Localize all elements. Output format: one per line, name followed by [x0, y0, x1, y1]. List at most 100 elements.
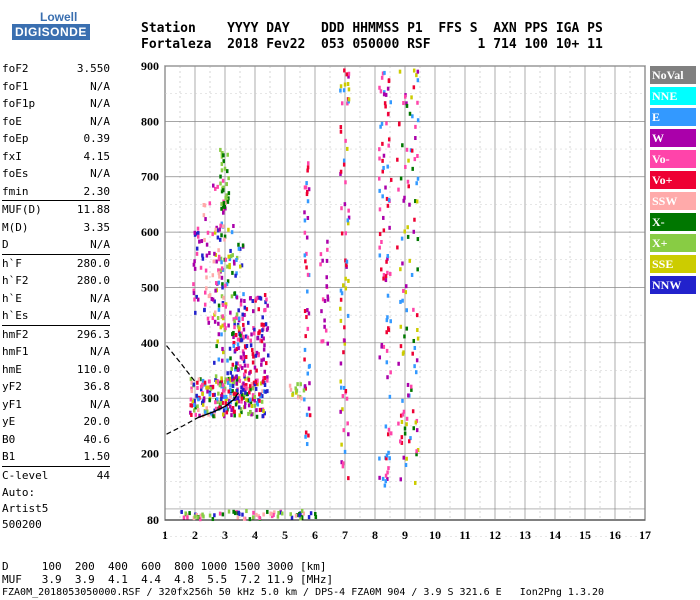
echo-point [305, 181, 308, 186]
echo-point [241, 349, 245, 354]
echo-point [266, 389, 269, 394]
echo-point [224, 302, 228, 307]
echo-point [251, 397, 255, 402]
echo-point [226, 279, 230, 284]
echo-point [198, 239, 201, 244]
echo-point [205, 275, 208, 280]
echo-point [229, 376, 232, 381]
footer-muf-row: MUF 3.9 3.9 4.1 4.4 4.8 5.5 7.2 11.9 [MH… [2, 573, 334, 586]
echo-point [399, 439, 402, 444]
echo-point [261, 414, 265, 419]
echo-point [221, 285, 224, 290]
echo-point [213, 319, 217, 324]
echo-point [260, 362, 263, 367]
echo-point [193, 514, 197, 519]
echo-point [343, 449, 347, 454]
echo-point [307, 311, 311, 316]
echo-point [213, 230, 217, 235]
echo-point [243, 404, 247, 409]
echo-point [192, 382, 196, 387]
echo-point [404, 284, 408, 289]
echo-point [389, 431, 393, 436]
echo-point [415, 449, 418, 454]
echo-point [416, 267, 419, 272]
legend-item: Vo- [650, 150, 696, 168]
echo-point [204, 217, 207, 222]
echo-point [194, 310, 197, 315]
echo-point [193, 230, 197, 235]
echo-point [244, 369, 247, 374]
echo-point [385, 259, 388, 264]
echo-point [386, 256, 389, 261]
echo-point [251, 352, 255, 357]
echo-point [229, 254, 233, 259]
echo-point [220, 266, 224, 271]
x-tick-label: 6 [312, 528, 318, 542]
echo-point [241, 316, 244, 321]
echo-point [259, 338, 262, 343]
echo-point [266, 326, 270, 331]
echo-point [403, 334, 406, 339]
echo-point [240, 399, 243, 404]
echo-point [221, 314, 224, 319]
param-row: h`F 280.0 [2, 253, 110, 273]
param-name: B1 [2, 450, 16, 463]
echo-point [251, 515, 255, 520]
echo-point [235, 312, 239, 317]
echo-point [415, 313, 419, 318]
echo-point [202, 514, 205, 519]
echo-point [217, 254, 221, 259]
echo-point [217, 321, 220, 326]
echo-point [416, 176, 420, 181]
echo-point [416, 327, 419, 332]
echo-point [258, 408, 262, 413]
echo-point [220, 376, 223, 381]
echo-point [233, 348, 237, 353]
echo-point [224, 326, 227, 331]
echo-point [218, 274, 221, 279]
echo-point [250, 382, 254, 387]
echo-point [378, 207, 382, 212]
echo-point [232, 380, 236, 385]
echo-point [258, 295, 262, 300]
echo-point [264, 307, 267, 312]
echo-point [343, 341, 347, 346]
echo-point [325, 275, 328, 280]
echo-point [406, 179, 410, 184]
echo-point [265, 297, 268, 302]
echo-point [201, 391, 204, 396]
echo-point [221, 188, 225, 193]
echo-point [235, 388, 239, 393]
echo-point [242, 327, 246, 332]
x-tick-label: 16 [609, 528, 621, 542]
echo-point [288, 383, 292, 388]
echo-point [227, 389, 231, 394]
echo-point [398, 69, 402, 74]
param-value: N/A [90, 114, 110, 128]
echo-point [378, 355, 382, 360]
echo-point [385, 360, 389, 365]
echo-point [202, 213, 206, 218]
echo-point [217, 391, 220, 396]
echo-point [237, 316, 241, 321]
legend-item: SSW [650, 192, 696, 210]
echo-point [228, 404, 232, 409]
echo-point [416, 447, 420, 452]
param-name: hmE [2, 362, 22, 376]
echo-point [238, 393, 241, 398]
echo-point [382, 228, 386, 233]
echo-point [240, 338, 243, 343]
echo-point [305, 412, 309, 417]
echo-point [388, 394, 392, 399]
echo-point [223, 234, 227, 239]
echo-point [339, 84, 343, 89]
param-row: h`E N/A [2, 290, 110, 308]
echo-point [323, 318, 326, 323]
echo-point [260, 322, 264, 327]
echo-point [212, 259, 216, 264]
echo-point [258, 329, 261, 334]
param-row: MUF(D) 11.88 [2, 200, 110, 219]
echo-point [260, 399, 264, 404]
echo-point [242, 395, 245, 400]
echo-point [248, 517, 252, 522]
